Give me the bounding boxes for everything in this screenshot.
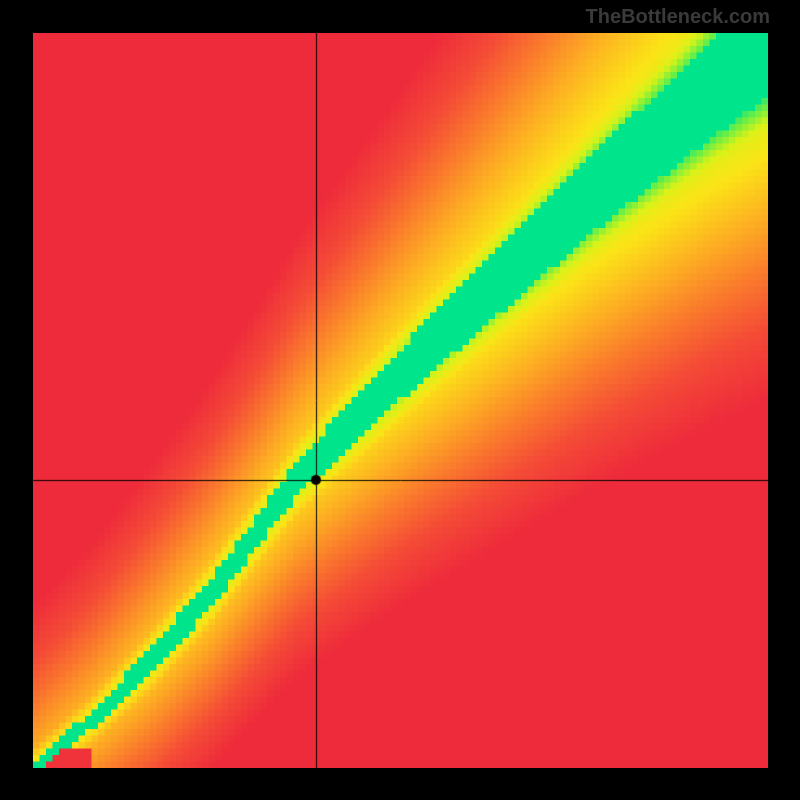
watermark-label: TheBottleneck.com [586,6,770,29]
crosshair-overlay-canvas [0,0,800,800]
chart-container: TheBottleneck.com [0,0,800,800]
